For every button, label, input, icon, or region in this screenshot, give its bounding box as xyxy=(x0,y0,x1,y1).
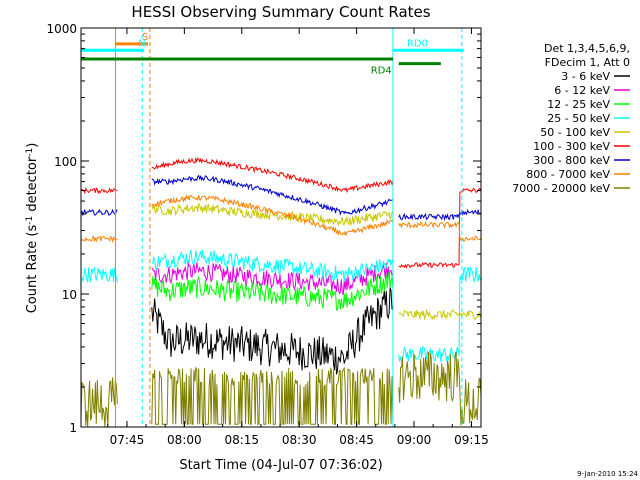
x-tick-label: 09:15 xyxy=(454,433,489,447)
y-tick-label: 1 xyxy=(69,421,77,435)
flag-label-rd0: RD0 xyxy=(407,38,428,49)
legend-label-1: 6 - 12 keV xyxy=(554,84,610,97)
x-tick-label: 08:15 xyxy=(224,433,259,447)
series-100-300-kev xyxy=(151,156,394,194)
series-6-12-kev xyxy=(151,262,394,296)
chart-title: HESSI Observing Summary Count Rates xyxy=(131,3,430,21)
series-50-100-kev-post xyxy=(398,308,482,321)
legend-label-0: 3 - 6 keV xyxy=(561,70,610,83)
series-25-50-kev xyxy=(151,248,394,282)
x-tick-label: 09:00 xyxy=(397,433,432,447)
legend-label-7: 800 - 7000 keV xyxy=(526,168,610,181)
series-100-300-kev-pre xyxy=(80,186,118,195)
series-layer xyxy=(80,156,482,428)
series-3-6-kev xyxy=(151,286,394,375)
series-25-50-kev-pre xyxy=(80,266,118,283)
legend-label-6: 300 - 800 keV xyxy=(533,154,610,167)
series-300-800-kev xyxy=(151,174,394,216)
x-tick-label: 07:45 xyxy=(110,433,145,447)
series-800-7000-kev-pre xyxy=(80,235,118,244)
legend-header-1: FDecim 1, Att 0 xyxy=(545,56,630,69)
series-100-300-kev-post xyxy=(398,187,482,269)
footer-date: 9-Jan-2010 15:24 xyxy=(577,470,638,478)
x-tick-label: 08:45 xyxy=(339,433,374,447)
flag-label-n: N xyxy=(138,38,145,49)
series-800-7000-kev-post xyxy=(398,221,482,242)
legend-label-2: 12 - 25 keV xyxy=(547,98,610,111)
series-7000-20000-kev xyxy=(151,366,394,425)
legend-label-4: 50 - 100 keV xyxy=(540,126,610,139)
legend-label-8: 7000 - 20000 keV xyxy=(512,182,610,195)
series-25-50-kev-post xyxy=(398,266,482,363)
series-7000-20000-kev-pre xyxy=(80,377,118,428)
y-tick-label: 10 xyxy=(62,288,77,302)
series-50-100-kev xyxy=(151,202,394,227)
y-axis-title: Count Rate (s-1 detector-1) xyxy=(25,143,40,314)
legend: Det 1,3,4,5,6,9,FDecim 1, Att 03 - 6 keV… xyxy=(512,42,630,195)
annotation-layer: SN RD0 RD4 xyxy=(81,28,464,427)
series-12-25-kev xyxy=(151,271,394,311)
y-tick-label: 100 xyxy=(54,155,77,169)
y-tick-label: 1000 xyxy=(46,22,77,36)
x-tick-label: 08:30 xyxy=(282,433,317,447)
x-tick-label: 08:00 xyxy=(167,433,202,447)
x-axis-title: Start Time (04-Jul-07 07:36:02) xyxy=(179,458,382,473)
series-7000-20000-kev-post xyxy=(398,351,482,426)
flag-label-s: S xyxy=(142,32,148,43)
series-300-800-kev-pre xyxy=(80,208,118,217)
plot-frame xyxy=(80,27,482,428)
flag-label-rd4: RD4 xyxy=(371,66,392,77)
legend-label-5: 100 - 300 keV xyxy=(533,140,610,153)
axes-layer: 07:45 08:00 08:15 08:30 08:45 09:00 09:15 1 10 10… xyxy=(46,22,488,447)
series-300-800-kev-post xyxy=(398,208,482,222)
legend-header-0: Det 1,3,4,5,6,9, xyxy=(544,42,630,55)
series-800-7000-kev xyxy=(151,193,394,237)
legend-label-3: 25 - 50 keV xyxy=(547,112,610,125)
